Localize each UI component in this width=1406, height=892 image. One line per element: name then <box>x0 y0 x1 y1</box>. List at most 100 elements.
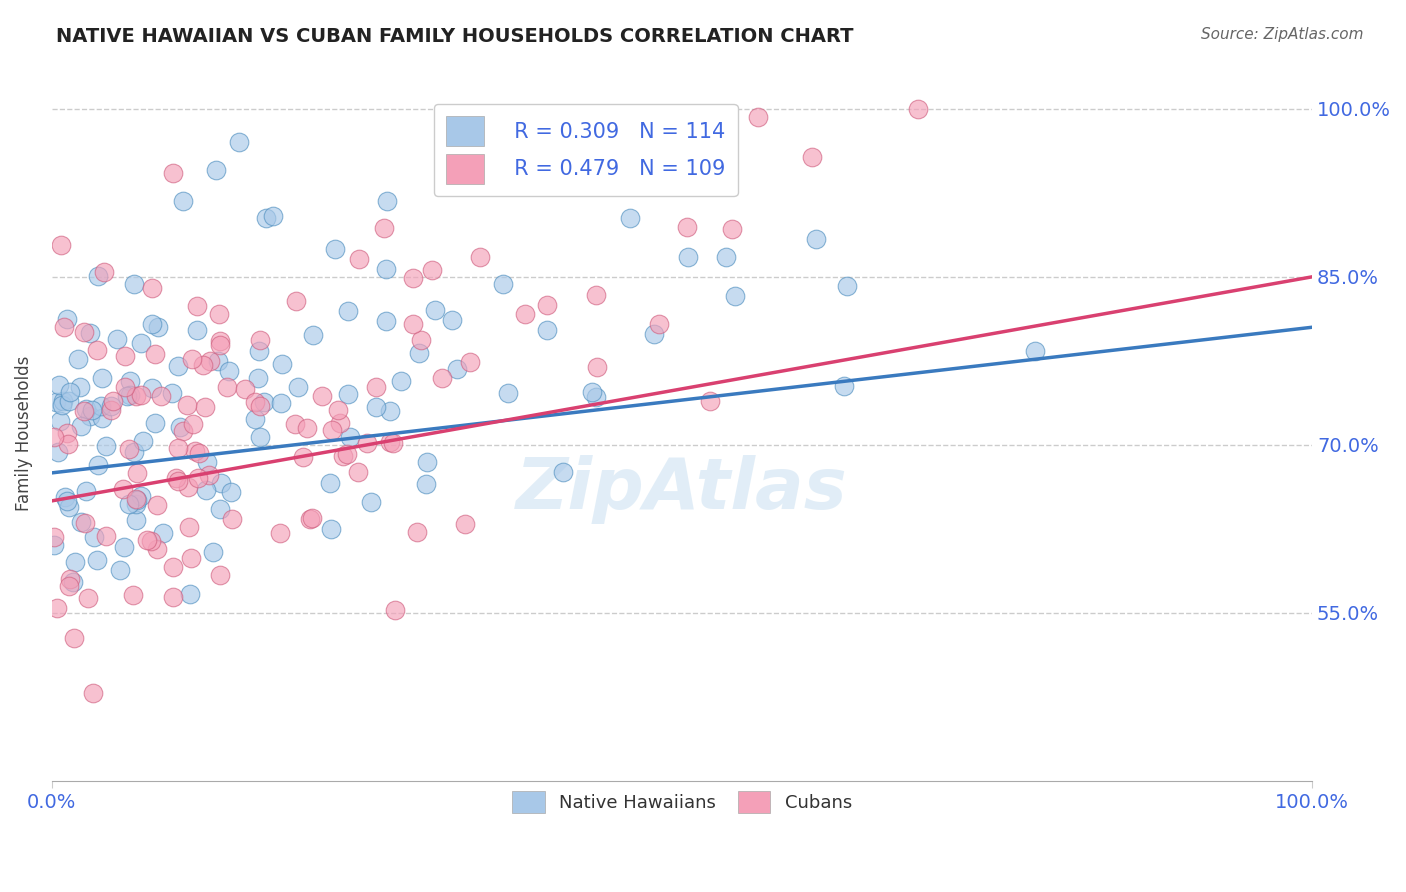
Point <box>311 389 333 403</box>
Point <box>329 416 352 430</box>
Point <box>167 359 190 373</box>
Point <box>256 211 278 225</box>
Point <box>180 352 202 367</box>
Point <box>169 420 191 434</box>
Point <box>122 277 145 292</box>
Point <box>152 525 174 540</box>
Point <box>124 389 146 403</box>
Point <box>44 430 66 444</box>
Point <box>51 238 73 252</box>
Point <box>492 277 515 291</box>
Point <box>247 343 270 358</box>
Point <box>269 525 291 540</box>
Point <box>114 349 136 363</box>
Point <box>118 374 141 388</box>
Point <box>136 533 159 548</box>
Point <box>301 511 323 525</box>
Point <box>73 325 96 339</box>
Point <box>69 418 91 433</box>
Point <box>453 517 475 532</box>
Point <box>208 307 231 321</box>
Point <box>165 470 187 484</box>
Point <box>217 379 239 393</box>
Point <box>118 442 141 456</box>
Point <box>120 387 142 401</box>
Point <box>832 379 855 393</box>
Point <box>364 380 387 394</box>
Point <box>70 515 93 529</box>
Point <box>129 387 152 401</box>
Point <box>177 480 200 494</box>
Point <box>218 364 240 378</box>
Point <box>56 437 79 451</box>
Point <box>105 332 128 346</box>
Point <box>141 381 163 395</box>
Point <box>76 591 98 606</box>
Point <box>101 393 124 408</box>
Point <box>468 250 491 264</box>
Point <box>721 222 744 236</box>
Point <box>162 590 184 604</box>
Point <box>648 317 671 331</box>
Point <box>319 522 342 536</box>
Point <box>186 299 208 313</box>
Point <box>347 252 370 266</box>
Point <box>121 588 143 602</box>
Point <box>80 403 103 417</box>
Point <box>209 338 232 352</box>
Point <box>162 166 184 180</box>
Point <box>194 400 217 414</box>
Point <box>143 416 166 430</box>
Point <box>204 163 226 178</box>
Point <box>699 394 721 409</box>
Point <box>44 529 66 543</box>
Text: ZipAtlas: ZipAtlas <box>516 455 848 524</box>
Point <box>337 386 360 401</box>
Point <box>62 632 84 646</box>
Point <box>59 572 82 586</box>
Point <box>378 434 401 449</box>
Point <box>125 513 148 527</box>
Point <box>284 417 307 431</box>
Point <box>100 399 122 413</box>
Point <box>90 399 112 413</box>
Point <box>551 465 574 479</box>
Point <box>319 475 342 490</box>
Point <box>724 289 747 303</box>
Point <box>356 436 378 450</box>
Point <box>513 306 536 320</box>
Point <box>585 287 607 301</box>
Point <box>51 398 73 412</box>
Point <box>181 417 204 431</box>
Point <box>188 446 211 460</box>
Point <box>249 333 271 347</box>
Point <box>271 357 294 371</box>
Point <box>496 386 519 401</box>
Point <box>72 404 94 418</box>
Point <box>86 553 108 567</box>
Point <box>127 466 149 480</box>
Point <box>295 421 318 435</box>
Point <box>129 489 152 503</box>
Point <box>87 268 110 283</box>
Point <box>382 435 405 450</box>
Point <box>91 410 114 425</box>
Point <box>347 465 370 479</box>
Point <box>143 347 166 361</box>
Point <box>1024 343 1046 358</box>
Point <box>111 482 134 496</box>
Point <box>321 423 343 437</box>
Point <box>801 150 824 164</box>
Point <box>536 298 558 312</box>
Point <box>58 579 80 593</box>
Point <box>75 516 97 530</box>
Point <box>208 567 231 582</box>
Point <box>247 371 270 385</box>
Point <box>149 389 172 403</box>
Point <box>423 303 446 318</box>
Point <box>585 390 607 404</box>
Point <box>384 603 406 617</box>
Point <box>86 458 108 472</box>
Point <box>208 501 231 516</box>
Point <box>59 384 82 399</box>
